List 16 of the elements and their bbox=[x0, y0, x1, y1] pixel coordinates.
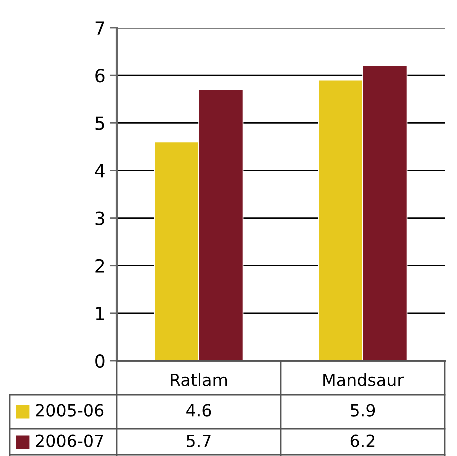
x-tick-label: Mandsaur bbox=[324, 374, 404, 386]
data-label: 4.6 bbox=[186, 404, 212, 417]
y-tick-label: 6 bbox=[96, 69, 105, 83]
y-tick-label: 3 bbox=[96, 212, 104, 226]
data-label: 5.9 bbox=[351, 404, 376, 417]
y-tick-label: 0 bbox=[96, 354, 105, 368]
y-tick-label: 2 bbox=[96, 259, 104, 273]
legend-label: 2005-06 bbox=[36, 404, 104, 417]
y-tick-label: 4 bbox=[95, 164, 105, 178]
y-tick-label: 5 bbox=[96, 116, 104, 130]
y-tick-label: 1 bbox=[96, 307, 104, 320]
data-label: 6.2 bbox=[350, 434, 375, 448]
y-tick-label: 7 bbox=[96, 22, 104, 35]
data-label: 5.7 bbox=[187, 434, 211, 448]
legend-label: 2006-07 bbox=[36, 434, 104, 448]
x-tick-label: Ratlam bbox=[171, 374, 228, 386]
